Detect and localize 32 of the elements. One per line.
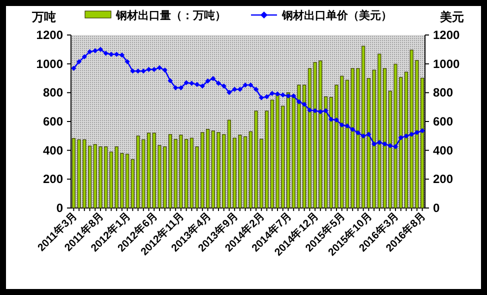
y-tick-label: 400 — [42, 143, 64, 158]
y2-tick-label: 1200 — [433, 28, 460, 42]
bar — [345, 80, 349, 208]
y2-tick-label: 0 — [433, 201, 440, 215]
bar — [227, 120, 231, 208]
y2-tick-label: 400 — [433, 143, 454, 158]
bar — [265, 110, 269, 208]
y2-tick-label: 800 — [433, 86, 454, 100]
legend-label: 钢材出口量（：万吨） — [115, 9, 226, 22]
y2-tick-label: 1000 — [433, 56, 460, 71]
y2-tick-label: 600 — [433, 114, 454, 128]
y-tick-label: 800 — [42, 86, 64, 100]
bar — [147, 132, 151, 208]
bar — [286, 92, 290, 208]
y-tick-label: 200 — [42, 172, 64, 186]
y2-tick-label: 200 — [433, 172, 454, 186]
bar — [383, 68, 387, 208]
legend: 钢材出口量（：万吨） — [84, 10, 226, 22]
y-tick-label: 1000 — [36, 56, 64, 71]
legend-label: 钢材出口单价（美元） — [281, 9, 392, 22]
y2-axis-title: 美元 — [439, 10, 464, 24]
bar — [324, 96, 328, 208]
bar — [109, 152, 113, 208]
y-tick-label: 1200 — [36, 28, 64, 42]
y-tick-label: 0 — [56, 201, 64, 215]
bar — [168, 134, 172, 208]
y-tick-label: 600 — [42, 114, 64, 128]
bar — [88, 146, 92, 208]
y-axis-title: 万吨 — [31, 10, 56, 24]
legend: 钢材出口单价（美元） — [251, 10, 392, 22]
bar — [206, 128, 210, 208]
bar — [404, 72, 408, 208]
